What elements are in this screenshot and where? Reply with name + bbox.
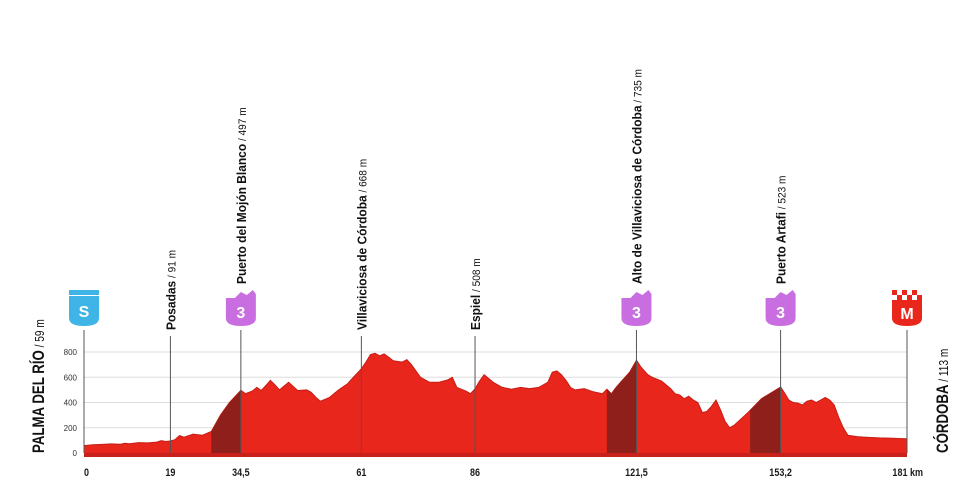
x-tick-label-0: 0 — [84, 467, 89, 479]
waypoint-altitude: / 497 m — [237, 107, 249, 144]
y-tick-label-0: 0 — [73, 449, 78, 458]
badge-top — [69, 290, 99, 295]
badge-label: 3 — [776, 305, 785, 322]
waypoint-name: Villaviciosa de Córdoba — [355, 194, 370, 330]
waypoint-altitude: / 523 m — [776, 175, 788, 212]
climb-segment-2 — [606, 360, 637, 453]
waypoint-2: 3 Puerto del Mojón Blanco / 497 m — [225, 107, 256, 453]
waypoint-0: PALMA DEL RÍO / 59 m S — [30, 290, 99, 453]
badge-shield — [621, 298, 652, 326]
waypoint-1: Posadas / 91 m — [164, 250, 179, 453]
climb-segments — [211, 360, 781, 453]
endpoint-label-7: CÓRDOBA / 113 m — [932, 349, 952, 453]
endpoint-altitude: / 113 m — [937, 349, 951, 385]
checker-square — [917, 295, 922, 300]
checker-square — [892, 290, 897, 295]
badge-top — [621, 290, 652, 298]
waypoint-name: Puerto Artafi — [774, 212, 789, 284]
profile-area — [84, 353, 907, 453]
x-tick-label-7: 181 km — [892, 467, 923, 479]
endpoint-name: CÓRDOBA — [932, 385, 952, 453]
x-tick-label-1: 19 — [165, 467, 175, 479]
badge-top — [765, 290, 796, 298]
x-tick-label-3: 61 — [356, 467, 366, 479]
endpoint-altitude: / 59 m — [33, 319, 47, 350]
waypoint-altitude: / 668 m — [357, 159, 369, 196]
x-axis-ticks: 0 19 34,5 61 86 121,5 153,2 181 km — [84, 467, 923, 479]
waypoint-name: Puerto del Mojón Blanco — [234, 144, 249, 284]
elevation-profile — [83, 352, 908, 457]
badge-label: 3 — [632, 305, 641, 322]
x-tick-label-4: 86 — [470, 467, 480, 479]
badge-label: M — [900, 306, 913, 323]
waypoint-label: Puerto del Mojón Blanco / 497 m — [234, 107, 249, 284]
x-tick-label-6: 153,2 — [769, 467, 792, 479]
x-tick-label-2: 34,5 — [232, 467, 250, 479]
waypoint-name: Posadas — [164, 281, 179, 330]
waypoint-altitude: / 91 m — [166, 250, 178, 281]
waypoint-altitude: / 735 m — [632, 69, 644, 106]
y-tick-label-200: 200 — [64, 424, 78, 433]
waypoint-6: 3 Puerto Artafi / 523 m — [765, 175, 796, 453]
waypoint-5: 3 Alto de Villaviciosa de Córdoba / 735 m — [621, 69, 652, 453]
waypoint-name: Espiel — [469, 295, 484, 330]
climb-segment-3 — [750, 387, 781, 453]
waypoint-label: Puerto Artafi / 523 m — [774, 175, 789, 284]
waypoint-label: Alto de Villaviciosa de Córdoba / 735 m — [630, 69, 645, 284]
badge-shield — [765, 298, 796, 326]
endpoint-label-0: PALMA DEL RÍO / 59 m — [30, 319, 49, 453]
profile-base — [84, 453, 907, 457]
checker-square — [897, 295, 902, 300]
endpoint-name: PALMA DEL RÍO — [30, 350, 49, 453]
checker-square — [902, 290, 907, 295]
waypoint-4: Espiel / 508 m — [469, 258, 484, 453]
climb-segment-1 — [211, 390, 241, 453]
waypoint-label: Villaviciosa de Córdoba / 668 m — [355, 159, 370, 330]
badge-shield — [892, 300, 922, 326]
waypoint-label: Espiel / 508 m — [469, 258, 484, 330]
x-tick-label-5: 121,5 — [625, 467, 648, 479]
y-tick-label-800: 800 — [64, 348, 78, 357]
waypoint-name: Alto de Villaviciosa de Córdoba — [630, 105, 645, 284]
badge-top — [225, 290, 256, 298]
badge-label: S — [79, 304, 90, 321]
waypoint-label: Posadas / 91 m — [164, 250, 179, 330]
waypoint-altitude: / 508 m — [471, 258, 483, 295]
y-tick-label-600: 600 — [64, 373, 78, 382]
checker-square — [907, 295, 912, 300]
y-axis-ticks: 0 200 400 600 800 — [64, 348, 78, 458]
y-tick-label-400: 400 — [64, 399, 78, 408]
badge-shield — [225, 298, 256, 326]
waypoint-3: Villaviciosa de Córdoba / 668 m — [355, 159, 370, 453]
waypoints: PALMA DEL RÍO / 59 m S Posadas / 91 m 3 Puer… — [30, 69, 952, 453]
badge-shield — [69, 296, 99, 326]
checker-square — [912, 290, 917, 295]
waypoint-7: CÓRDOBA / 113 m M — [892, 290, 952, 453]
badge-label: 3 — [236, 305, 245, 322]
